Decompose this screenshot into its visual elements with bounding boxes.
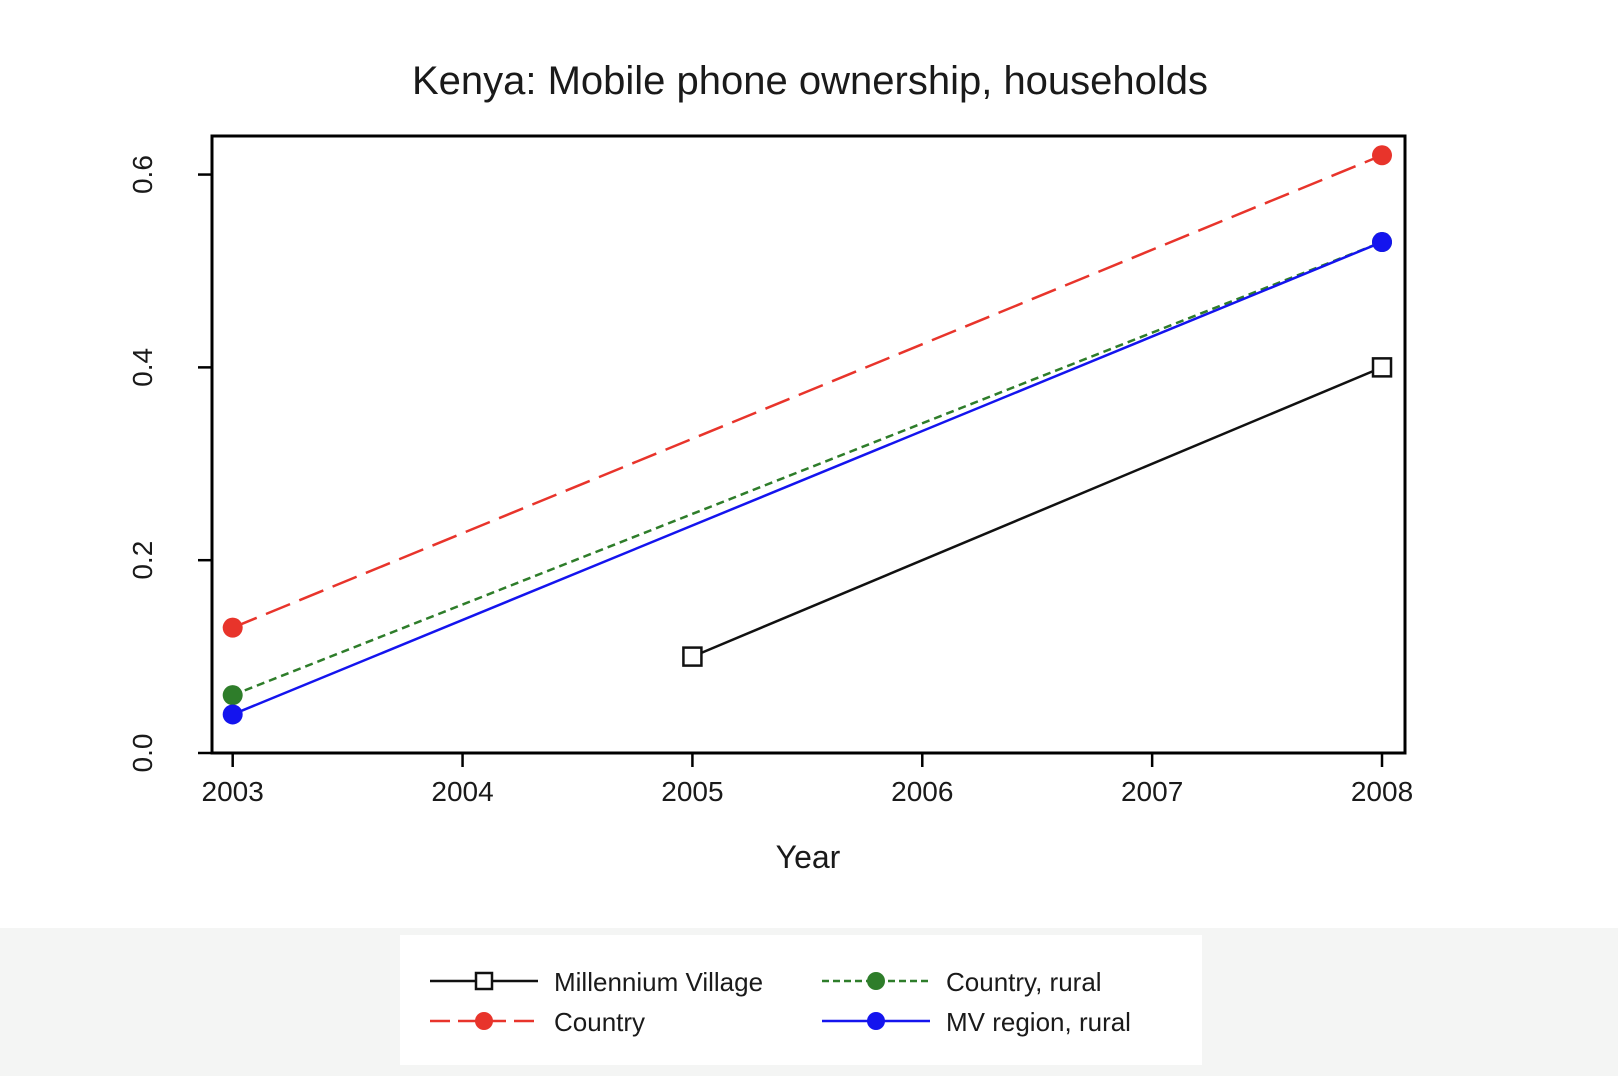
- data-point: [1372, 232, 1393, 253]
- series-millennium-village: [682, 357, 1393, 667]
- x-tick-label: 2004: [431, 776, 493, 807]
- series-line: [232, 240, 1383, 716]
- x-tick-label: 2007: [1121, 776, 1183, 807]
- series-line: [232, 240, 1383, 697]
- plot-canvas-background: [0, 0, 1618, 928]
- legend-item: Country: [430, 1007, 645, 1037]
- series-mv-region-rural: [222, 232, 1393, 725]
- x-tick-label: 2006: [891, 776, 953, 807]
- legend-item: Country, rural: [822, 967, 1102, 997]
- legend-item: MV region, rural: [822, 1007, 1131, 1037]
- legend: Millennium Village Country Country, rural M…: [430, 967, 1131, 1037]
- legend-label: Millennium Village: [554, 967, 763, 997]
- y-tick-label: 0.0: [127, 734, 158, 773]
- series-country: [222, 145, 1393, 638]
- x-axis-label: Year: [776, 839, 841, 875]
- data-point: [1372, 145, 1393, 166]
- y-tick-label: 0.2: [127, 541, 158, 580]
- data-point: [222, 617, 243, 638]
- legend-box: [400, 935, 1202, 1065]
- x-tick-label: 2005: [661, 776, 723, 807]
- axes: 2003 2004 2005 2006 2007 2008 0.0 0.2 0.4 0.6: [127, 134, 1413, 807]
- x-tick-label: 2003: [202, 776, 264, 807]
- data-point: [222, 704, 243, 725]
- series-line: [691, 366, 1383, 658]
- legend-label: MV region, rural: [946, 1007, 1131, 1037]
- legend-label: Country: [554, 1007, 645, 1037]
- legend-marker: [474, 971, 494, 991]
- series-layer: [222, 145, 1393, 725]
- x-tick-label: 2008: [1351, 776, 1413, 807]
- series-line: [232, 154, 1383, 629]
- plot-frame: [210, 134, 1407, 755]
- chart-title: Kenya: Mobile phone ownership, household…: [412, 59, 1208, 103]
- legend-label: Country, rural: [946, 967, 1102, 997]
- y-tick-label: 0.6: [127, 155, 158, 194]
- legend-marker: [867, 972, 885, 990]
- legend-marker: [475, 1012, 493, 1030]
- data-point: [1371, 357, 1393, 378]
- data-point: [682, 646, 703, 667]
- legend-marker: [867, 1012, 885, 1030]
- y-tick-label: 0.4: [127, 348, 158, 387]
- legend-item: Millennium Village: [430, 967, 763, 997]
- data-point: [222, 685, 243, 706]
